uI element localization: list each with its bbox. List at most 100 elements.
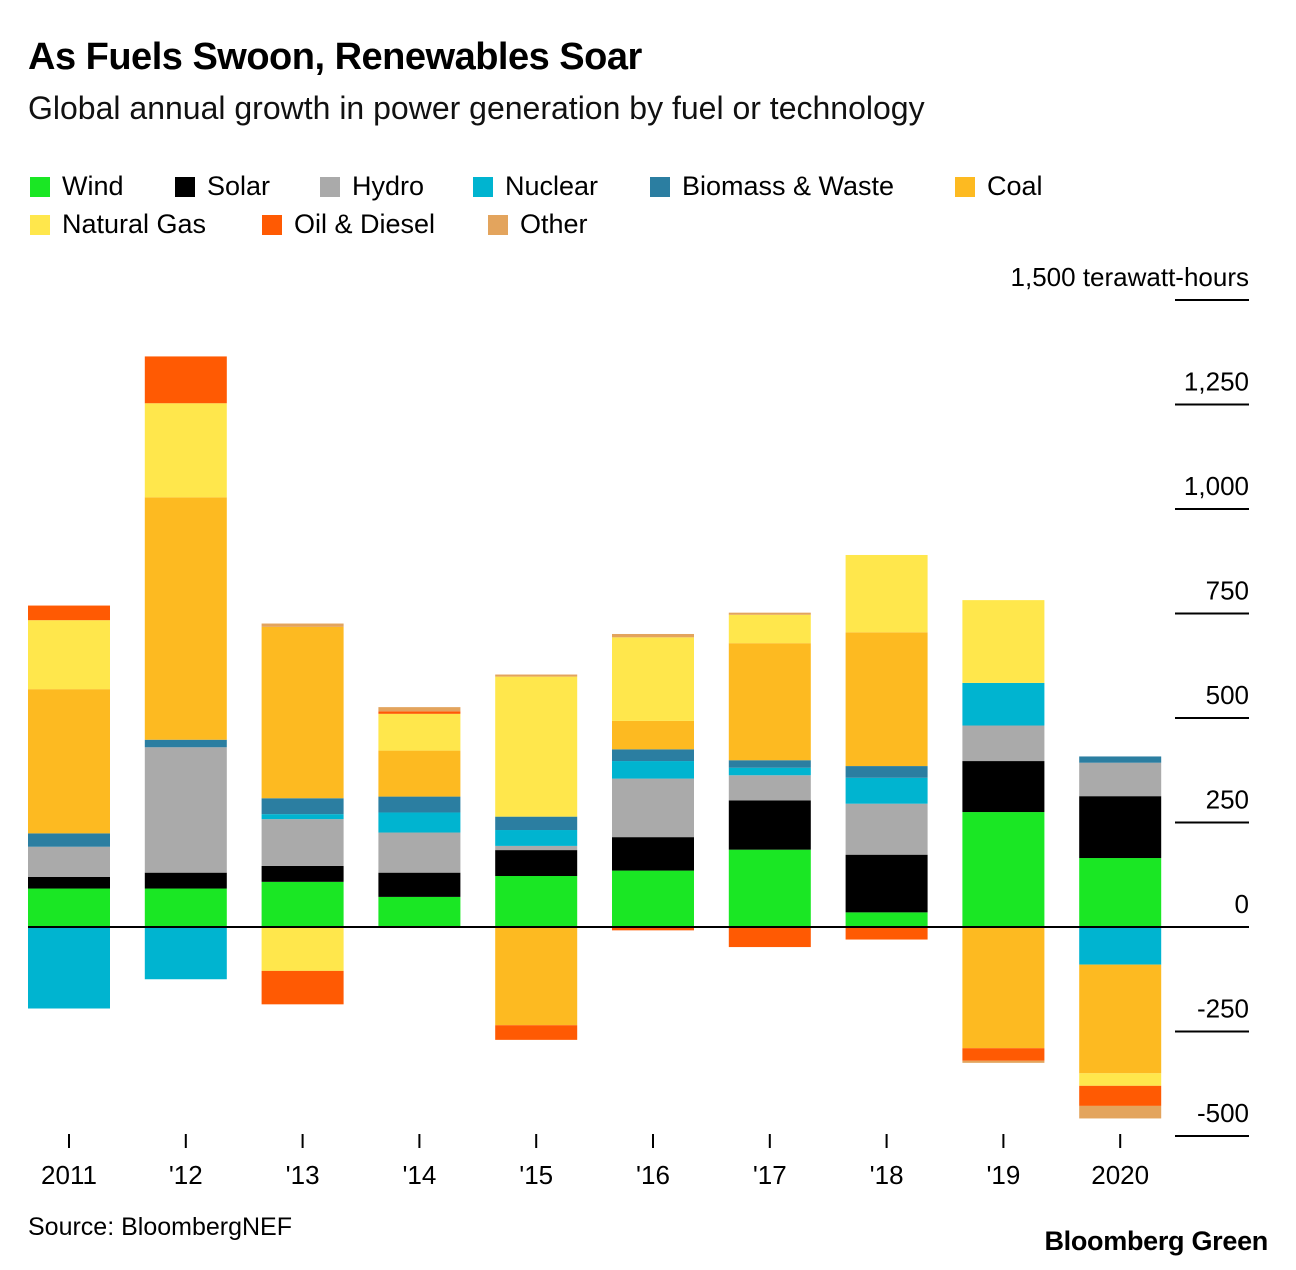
bar-segment-hydro — [378, 832, 461, 873]
bar-segment-solar — [612, 837, 694, 871]
legend-label: Other — [520, 209, 588, 239]
bar-segment-biomass-waste — [28, 833, 110, 847]
bar-segment-nuclear — [1079, 927, 1162, 965]
x-tick-label: '16 — [636, 1160, 670, 1190]
x-tick-label: '13 — [286, 1160, 320, 1190]
legend-item-other: Other — [488, 206, 588, 242]
legend-swatch — [30, 215, 50, 235]
bar-segment-coal — [144, 497, 227, 740]
bar-segment-coal — [378, 750, 461, 797]
bar-segment-coal — [1079, 964, 1162, 1074]
bar-segment-nuclear — [728, 767, 811, 776]
bar-segment-wind — [1079, 858, 1162, 927]
legend-label: Biomass & Waste — [682, 171, 895, 201]
bar-segment-hydro — [261, 819, 344, 866]
chart-title: As Fuels Swoon, Renewables Soar — [28, 36, 642, 78]
bar-segment-biomass-waste — [261, 798, 344, 815]
bar-segment-natural-gas — [261, 927, 344, 971]
bar-segment-other — [378, 707, 461, 712]
x-tick-label: '19 — [986, 1160, 1020, 1190]
y-tick-label: 1,250 — [1184, 367, 1249, 397]
bar-segment-biomass-waste — [845, 766, 928, 778]
legend-swatch — [488, 215, 508, 235]
bar-segment-biomass-waste — [144, 739, 227, 748]
bar-segment-solar — [845, 854, 928, 913]
y-tick-label: 500 — [1206, 680, 1249, 710]
bar-segment-hydro — [728, 775, 811, 801]
bar-segment-wind — [845, 912, 928, 927]
bar-segment-hydro — [28, 846, 110, 877]
bar-segment-solar — [144, 872, 227, 889]
legend-item-nuclear: Nuclear — [473, 168, 598, 204]
bar-segment-coal — [728, 643, 811, 761]
legend-label: Solar — [207, 171, 271, 201]
bar-segment-coal — [845, 632, 928, 767]
bar-segment-wind — [495, 876, 578, 927]
bar-segment-oil-diesel — [28, 605, 110, 621]
bar-segment-hydro — [962, 725, 1045, 762]
bar-segment-hydro — [1079, 762, 1162, 797]
bar-segment-solar — [495, 850, 578, 877]
bar-segment-wind — [261, 881, 344, 927]
bar-segment-wind — [378, 896, 461, 927]
legend-item-solar: Solar — [175, 168, 270, 204]
legend-item-oil-diesel: Oil & Diesel — [262, 206, 435, 242]
chart-subtitle: Global annual growth in power generation… — [28, 90, 925, 126]
legend-item-natural-gas: Natural Gas — [30, 206, 206, 242]
bar-segment-biomass-waste — [728, 760, 811, 768]
y-tick-label: -500 — [1197, 1098, 1249, 1128]
bar-segment-hydro — [144, 747, 227, 873]
bar-segment-biomass-waste — [378, 796, 461, 813]
source-note: Source: BloombergNEF — [28, 1213, 293, 1241]
bar-segment-natural-gas — [495, 676, 578, 817]
y-tick-label: -250 — [1197, 994, 1249, 1024]
bar-segment-oil-diesel — [378, 711, 461, 714]
legend-swatch — [30, 177, 50, 197]
x-tick-label: 2020 — [1091, 1160, 1149, 1190]
x-tick-label: '14 — [402, 1160, 436, 1190]
bar-segment-oil-diesel — [728, 927, 811, 948]
bar-segment-solar — [28, 876, 110, 889]
legend-item-wind: Wind — [30, 168, 124, 204]
bar-segment-wind — [728, 849, 811, 927]
bar-segment-natural-gas — [378, 713, 461, 751]
bar-segment-other — [495, 674, 578, 677]
bar-segment-solar — [728, 800, 811, 850]
bar-segment-solar — [261, 865, 344, 882]
y-tick-label: 750 — [1206, 576, 1249, 606]
legend-swatch — [650, 177, 670, 197]
bar-segment-biomass-waste — [495, 816, 578, 831]
x-tick-label: 2011 — [41, 1160, 97, 1190]
legend-label: Nuclear — [505, 171, 599, 201]
x-tick-label: '15 — [519, 1160, 553, 1190]
bar-segment-wind — [144, 888, 227, 927]
legend-label: Oil & Diesel — [294, 209, 436, 239]
bar-segment-wind — [612, 870, 694, 927]
bar-segment-natural-gas — [144, 403, 227, 498]
bar-segment-nuclear — [28, 927, 110, 1009]
bar-segment-other — [612, 633, 694, 638]
legend-swatch — [175, 177, 195, 197]
bar-segment-solar — [1079, 796, 1162, 859]
bar-segment-other — [261, 623, 344, 627]
bar-segment-natural-gas — [612, 637, 694, 721]
bar-segment-coal — [495, 927, 578, 1026]
bar-segment-hydro — [495, 845, 578, 851]
x-tick-label: '17 — [753, 1160, 787, 1190]
bar-segment-oil-diesel — [845, 927, 928, 940]
bar-segment-nuclear — [144, 927, 227, 980]
bar-segment-oil-diesel — [1079, 1085, 1162, 1106]
x-tick-label: '12 — [169, 1160, 203, 1190]
bar-segment-oil-diesel — [962, 1048, 1045, 1061]
y-tick-label: 250 — [1206, 785, 1249, 815]
bar-segment-natural-gas — [962, 600, 1045, 683]
bar-segment-coal — [962, 927, 1045, 1049]
bar-segment-biomass-waste — [1079, 756, 1162, 763]
bar-segment-biomass-waste — [612, 749, 694, 762]
bar-segment-oil-diesel — [612, 927, 694, 931]
legend-item-biomass-waste: Biomass & Waste — [650, 168, 894, 204]
brand-logo: Bloomberg Green — [1044, 1226, 1268, 1256]
bar-segment-natural-gas — [1079, 1073, 1162, 1086]
bar-segment-nuclear — [261, 814, 344, 820]
bar-segment-coal — [28, 689, 110, 834]
